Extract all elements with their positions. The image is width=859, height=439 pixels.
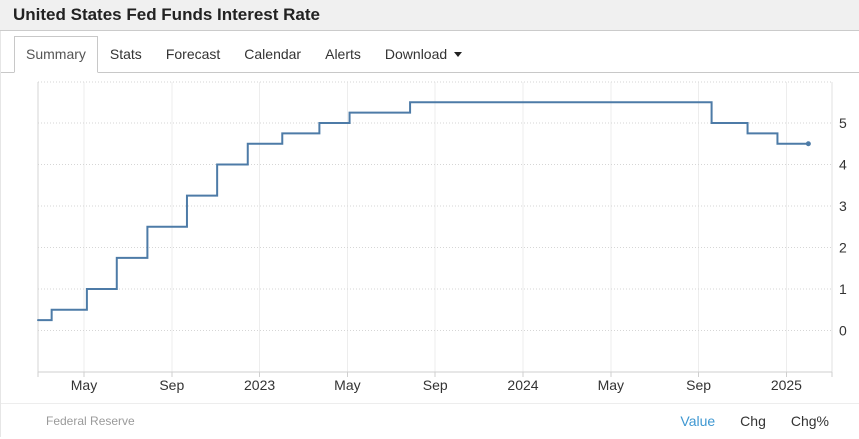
tab-download[interactable]: Download bbox=[373, 36, 474, 73]
y-axis-label: 3 bbox=[839, 198, 847, 214]
x-axis-label: Sep bbox=[159, 377, 184, 393]
footer-link-value[interactable]: Value bbox=[680, 412, 716, 429]
x-axis-label: 2025 bbox=[771, 377, 802, 393]
tab-label: Forecast bbox=[165, 46, 221, 62]
x-axis-label: 2023 bbox=[244, 377, 275, 393]
y-axis-label: 4 bbox=[839, 157, 847, 173]
content: Summary Stats Forecast Calendar Alerts Downlo… bbox=[0, 31, 859, 437]
title-bar: United States Fed Funds Interest Rate bbox=[0, 0, 859, 31]
tab-bar: Summary Stats Forecast Calendar Alerts Downlo… bbox=[1, 31, 859, 73]
tab-stats[interactable]: Stats bbox=[98, 36, 154, 73]
fed-funds-step-chart[interactable]: May Sep 2023 May Sep 2024 May Sep 2025 0 1 2 3 4 5 bbox=[1, 73, 859, 403]
chevron-down-icon bbox=[454, 51, 463, 57]
tab-summary[interactable]: Summary bbox=[14, 36, 98, 73]
y-axis-label: 2 bbox=[839, 240, 847, 256]
tab-label: Alerts bbox=[325, 46, 361, 62]
tab-alerts[interactable]: Alerts bbox=[313, 36, 373, 73]
chart-area[interactable]: May Sep 2023 May Sep 2024 May Sep 2025 0 1 2 3 4 5 bbox=[1, 73, 859, 403]
x-axis-label: May bbox=[598, 377, 624, 393]
tab-label: Calendar bbox=[244, 46, 302, 62]
last-point-marker[interactable] bbox=[805, 141, 811, 147]
tab-forecast[interactable]: Forecast bbox=[154, 36, 232, 73]
tab-label: Summary bbox=[26, 46, 86, 62]
x-axis-label: Sep bbox=[423, 377, 448, 393]
footer-link-chg[interactable]: Chg bbox=[740, 412, 766, 429]
chart-footer: Federal Reserve Value Chg Chg% bbox=[1, 403, 859, 437]
footer-links: Value Chg Chg% bbox=[680, 413, 829, 429]
x-axis-label: 2024 bbox=[507, 377, 538, 393]
tab-label: Download bbox=[384, 46, 448, 62]
tab-label: Stats bbox=[109, 46, 142, 62]
y-axis-label: 5 bbox=[839, 115, 847, 131]
x-axis-label: Sep bbox=[686, 377, 711, 393]
x-axis-label: May bbox=[71, 377, 97, 393]
fed-funds-rate-series[interactable] bbox=[37, 101, 810, 322]
tab-calendar[interactable]: Calendar bbox=[232, 36, 313, 73]
y-axis-label: 1 bbox=[839, 281, 847, 297]
footer-link-chgpct[interactable]: Chg% bbox=[790, 412, 829, 429]
source-label: Federal Reserve bbox=[46, 413, 135, 428]
x-axis-label: May bbox=[334, 377, 360, 393]
y-axis-label: 0 bbox=[839, 323, 847, 339]
page-title: United States Fed Funds Interest Rate bbox=[13, 5, 320, 24]
